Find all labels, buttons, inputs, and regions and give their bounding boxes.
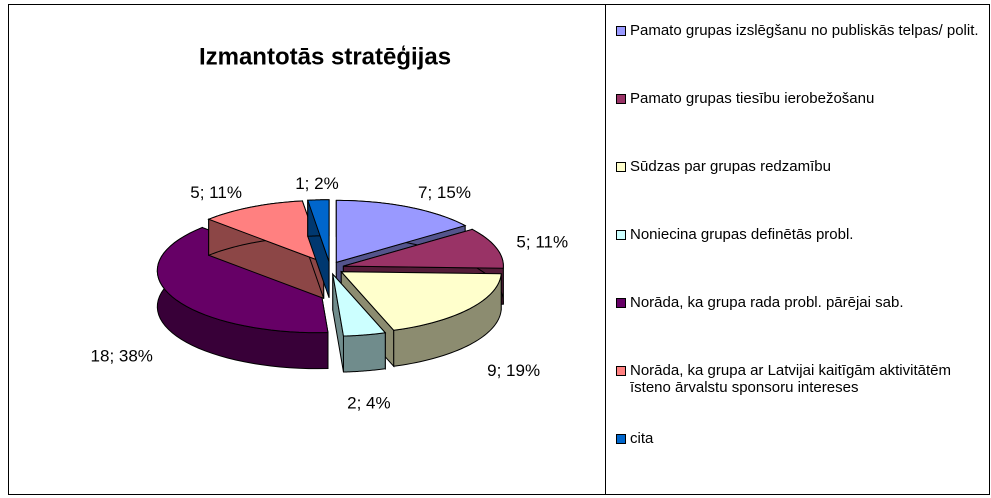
slice-top [207,200,325,264]
legend-swatch [616,162,626,172]
legend-label: Norāda, ka grupa rada probl. pārējai sab… [630,294,904,311]
data-label: 1; 2% [295,174,338,193]
slice-top [335,199,467,264]
legend-item: Norāda, ka grupa rada probl. pārējai sab… [616,294,990,311]
legend-label: Pamato grupas izslēgšanu no publiskās te… [630,22,979,39]
slice [307,199,330,298]
legend-label: Sūdzas par grupas redzamību [630,158,831,175]
data-label: 5; 11% [190,183,242,202]
legend-item: Noniecina grupas definētās probl. [616,226,990,243]
data-label: 9; 19% [487,361,540,380]
legend-label: cita [630,430,654,447]
chart-title: Izmantotās stratēģijas [199,43,451,70]
legend-item: Pamato grupas tiesību ierobežošanu [616,90,990,107]
data-label: 5; 11% [516,233,568,252]
legend-label: Noniecina grupas definētās probl. [630,226,854,243]
data-label: 2; 4% [347,394,390,413]
legend-swatch [616,434,626,444]
slice-top [307,199,330,262]
legend-swatch [616,366,626,376]
legend-swatch [616,298,626,308]
slice-side [342,332,386,373]
data-label: 18; 38% [91,347,153,366]
slice [332,272,387,373]
legend-item: Pamato grupas izslēgšanu no publiskās te… [616,22,990,39]
slice-top [156,227,329,334]
legend-label: Norāda, ka grupa ar Latvijai kaitīgām ak… [630,362,951,396]
slice-top [332,272,387,337]
legend-item: cita [616,430,990,447]
legend: Pamato grupas izslēgšanu no publiskās te… [606,0,989,494]
legend-swatch [616,26,626,36]
slice-top [340,271,502,331]
legend-item: Norāda, ka grupa ar Latvijai kaitīgām ak… [616,362,990,396]
data-label: 7; 15% [418,183,471,202]
slice-top [343,228,504,269]
legend-label: Pamato grupas tiesību ierobežošanu [630,90,875,107]
legend-item: Sūdzas par grupas redzamību [616,158,990,175]
legend-swatch [616,94,626,104]
legend-swatch [616,230,626,240]
